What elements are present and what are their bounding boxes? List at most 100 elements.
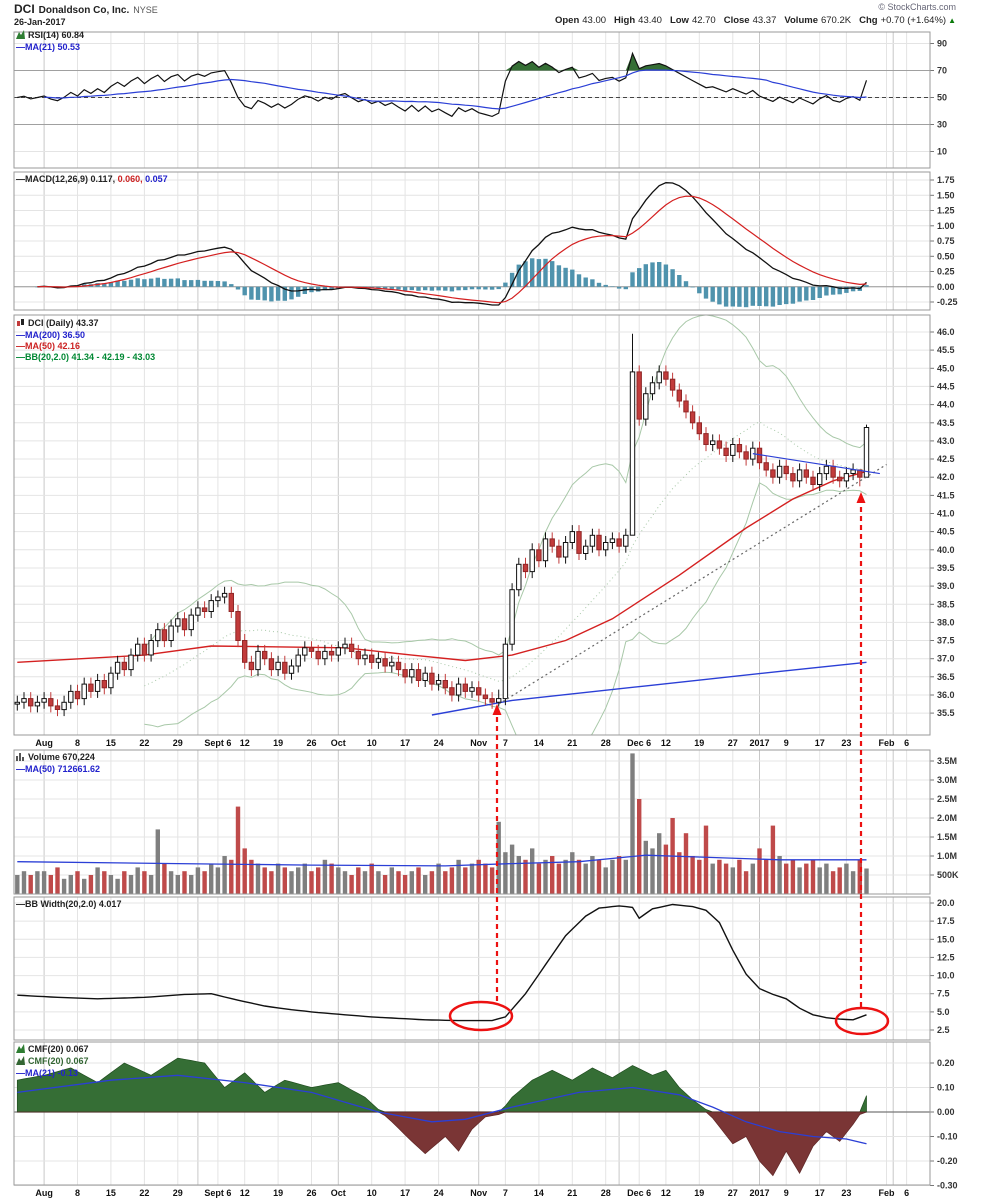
svg-text:22: 22: [139, 738, 149, 748]
svg-text:24: 24: [434, 738, 444, 748]
svg-text:44.0: 44.0: [937, 400, 955, 410]
svg-text:Dec 6: Dec 6: [627, 1188, 651, 1198]
area-indicator-icon: [16, 1056, 25, 1068]
svg-text:70: 70: [937, 66, 947, 76]
svg-text:46.0: 46.0: [937, 327, 955, 337]
svg-text:3.0M: 3.0M: [937, 775, 957, 785]
svg-text:36.5: 36.5: [937, 672, 955, 682]
svg-text:45.5: 45.5: [937, 345, 955, 355]
svg-text:12: 12: [661, 738, 671, 748]
svg-text:10: 10: [367, 738, 377, 748]
svg-text:23: 23: [841, 1188, 851, 1198]
svg-text:29: 29: [173, 738, 183, 748]
svg-text:27: 27: [728, 1188, 738, 1198]
cmf-label-2: CMF(20) 0.067: [28, 1056, 89, 1066]
svg-text:26: 26: [306, 738, 316, 748]
svg-text:-0.30: -0.30: [937, 1181, 958, 1191]
svg-text:15: 15: [106, 1188, 116, 1198]
svg-text:Nov: Nov: [470, 738, 487, 748]
svg-text:Feb: Feb: [878, 1188, 895, 1198]
macd-value: 0.117,: [90, 174, 116, 184]
svg-text:17: 17: [400, 738, 410, 748]
svg-text:35.5: 35.5: [937, 708, 955, 718]
rsi-series: [17, 51, 868, 118]
svg-text:28: 28: [601, 738, 611, 748]
svg-text:8: 8: [75, 1188, 80, 1198]
svg-text:21: 21: [567, 738, 577, 748]
date-axis: Aug Aug 8 8 15 15 22 22 29 29 Sept 6 Sept 6 12 12 19 19…: [35, 738, 909, 1198]
svg-text:Dec 6: Dec 6: [627, 738, 651, 748]
svg-text:17: 17: [400, 1188, 410, 1198]
svg-text:0.75: 0.75: [937, 236, 955, 246]
svg-text:19: 19: [273, 1188, 283, 1198]
volume-series: [15, 753, 869, 894]
svg-text:0.50: 0.50: [937, 251, 955, 261]
svg-text:2017: 2017: [749, 738, 769, 748]
svg-text:15.0: 15.0: [937, 934, 955, 944]
svg-text:1.75: 1.75: [937, 175, 955, 185]
svg-text:30: 30: [937, 120, 947, 130]
svg-text:10: 10: [937, 147, 947, 157]
annotations: [448, 492, 890, 1036]
macd-signal-value: 0.060,: [117, 174, 143, 184]
svg-text:38.5: 38.5: [937, 599, 955, 609]
macd-label: —MACD(12,26,9): [16, 174, 89, 184]
rsi-ma-label: —MA(21) 50.53: [16, 42, 81, 52]
ma200-label: —MA(200) 36.50: [16, 330, 86, 340]
svg-text:44.5: 44.5: [937, 381, 955, 391]
histogram-icon: [16, 752, 25, 764]
macd-hist-value: 0.057: [145, 174, 168, 184]
bbwidth-label: —BB Width(20,2.0) 4.017: [16, 899, 122, 909]
rsi-label: RSI(14) 60.84: [28, 30, 85, 40]
svg-text:1.25: 1.25: [937, 206, 955, 216]
svg-text:1.5M: 1.5M: [937, 832, 957, 842]
svg-text:Sept 6: Sept 6: [204, 1188, 231, 1198]
svg-text:14: 14: [534, 1188, 544, 1198]
svg-text:19: 19: [694, 1188, 704, 1198]
svg-text:39.5: 39.5: [937, 563, 955, 573]
svg-text:0.20: 0.20: [937, 1058, 955, 1068]
svg-text:6: 6: [904, 738, 909, 748]
svg-text:29: 29: [173, 1188, 183, 1198]
quote-line: Open 43.00 High 43.40 Low 42.70 Close 43.37 Volu…: [554, 15, 956, 26]
area-indicator-icon: [16, 1044, 25, 1056]
rsi-panel-labels: RSI(14) 60.84 —MA(21) 50.53: [16, 30, 84, 53]
svg-text:22: 22: [139, 1188, 149, 1198]
svg-text:-0.10: -0.10: [937, 1132, 958, 1142]
svg-text:2017: 2017: [749, 1188, 769, 1198]
svg-text:2.0M: 2.0M: [937, 813, 957, 823]
candlestick-icon: [16, 318, 25, 330]
svg-text:Sept 6: Sept 6: [204, 738, 231, 748]
bbwidth-panel-labels: —BB Width(20,2.0) 4.017: [16, 899, 121, 910]
svg-text:90: 90: [937, 39, 947, 49]
svg-text:9: 9: [784, 738, 789, 748]
macd-series: [35, 182, 869, 308]
svg-text:42.5: 42.5: [937, 454, 955, 464]
svg-text:12: 12: [661, 1188, 671, 1198]
svg-text:38.0: 38.0: [937, 617, 955, 627]
volume-panel-labels: Volume 670,224 —MA(50) 712661.62: [16, 752, 100, 775]
svg-text:Oct: Oct: [331, 1188, 346, 1198]
svg-text:7.5: 7.5: [937, 989, 950, 999]
chart-title: DCI Donaldson Co, Inc. NYSE: [14, 2, 158, 16]
gridlines: 90 70 50 30 10 1.75 1.50 1.25 1.00 0.75 0.50 0.25 0.…: [14, 32, 959, 1191]
svg-text:17: 17: [815, 1188, 825, 1198]
macd-panel-labels: —MACD(12,26,9) 0.117, 0.060, 0.057: [16, 174, 168, 185]
svg-text:21: 21: [567, 1188, 577, 1198]
bbwidth-series: [17, 903, 867, 1022]
svg-text:Aug: Aug: [35, 738, 53, 748]
svg-text:1.50: 1.50: [937, 190, 955, 200]
svg-text:10: 10: [367, 1188, 377, 1198]
company-name: Donaldson Co, Inc.: [38, 5, 130, 16]
svg-text:-0.20: -0.20: [937, 1156, 958, 1166]
price-series: [14, 315, 887, 735]
svg-text:7: 7: [503, 738, 508, 748]
svg-text:15: 15: [106, 738, 116, 748]
svg-text:43.5: 43.5: [937, 418, 955, 428]
svg-text:500K: 500K: [937, 870, 959, 880]
svg-text:0.00: 0.00: [937, 1107, 955, 1117]
svg-text:12.5: 12.5: [937, 952, 955, 962]
cmf-label: CMF(20) 0.067: [28, 1044, 89, 1054]
